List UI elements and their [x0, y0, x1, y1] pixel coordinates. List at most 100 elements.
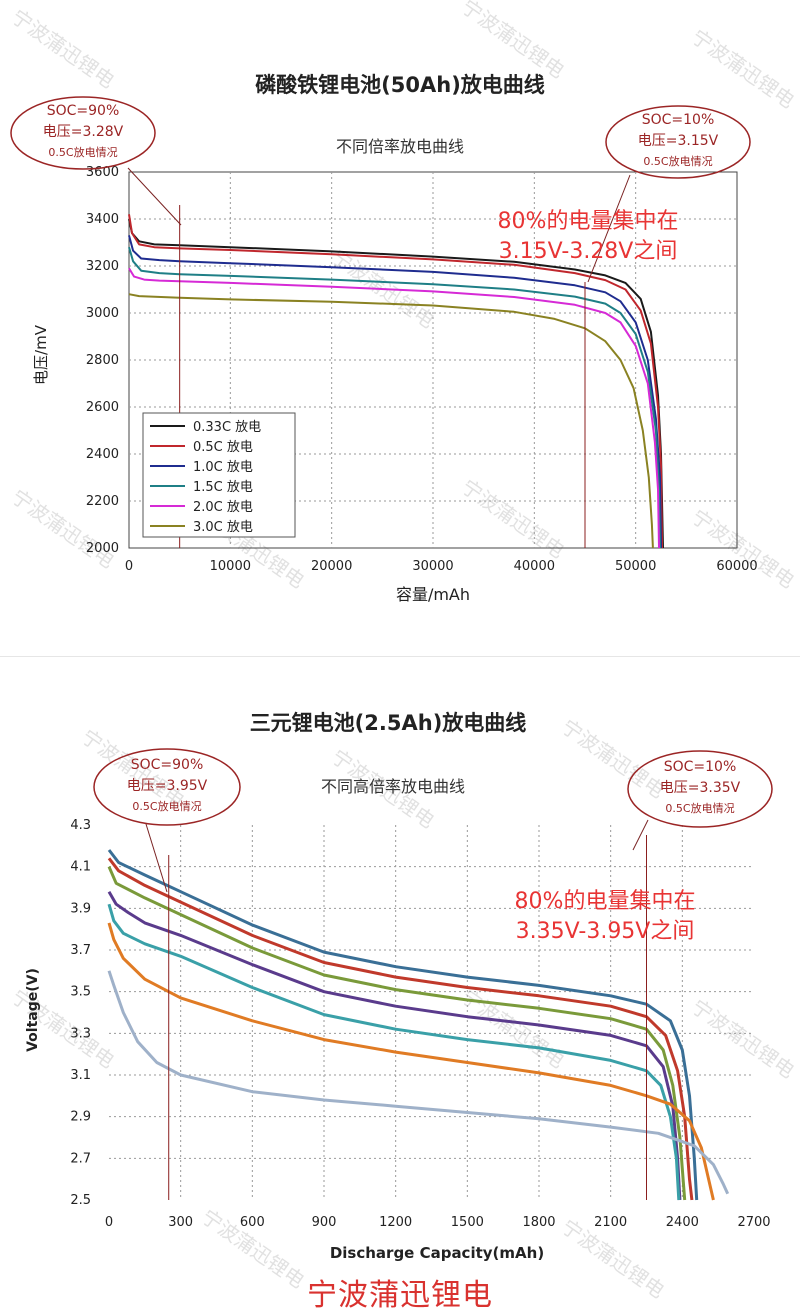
series-line — [107, 970, 730, 1195]
y-tick-label: 2200 — [86, 494, 119, 509]
legend-box — [142, 412, 296, 538]
y-tick-label: 3.9 — [70, 901, 91, 916]
series-line — [128, 218, 664, 549]
legend-label: 1.5C 放电 — [193, 480, 253, 495]
soc10-annotation: SOC=10% 电压=3.15V 0.5C放电情况 — [605, 105, 751, 179]
highlight-line: 3.35V-3.95V之间 — [516, 919, 695, 944]
x-tick-label: 2400 — [666, 1215, 699, 1230]
x-tick-label: 300 — [168, 1215, 193, 1230]
y-tick-label: 3.3 — [70, 1026, 91, 1041]
annotation-line: 电压=3.35V — [660, 780, 741, 796]
annotation-leader — [145, 823, 168, 893]
chart-subtitle: 不同高倍率放电曲线 — [321, 777, 465, 796]
series-group — [107, 849, 730, 1201]
y-tick-label: 4.1 — [70, 860, 91, 875]
x-axis-label: Discharge Capacity(mAh) — [330, 1244, 544, 1262]
x-tick-label: 10000 — [210, 559, 251, 574]
x-tick-label: 0 — [105, 1215, 113, 1230]
annotation-line: SOC=90% — [47, 103, 120, 119]
annotation-line: 0.5C放电情况 — [132, 799, 201, 813]
annotation-circle — [93, 748, 241, 826]
x-tick-label: 2100 — [594, 1215, 627, 1230]
lfp-discharge-chart: 磷酸铁锂电池(50Ah)放电曲线 不同倍率放电曲线 0 10000 20000 300… — [10, 73, 758, 604]
y-tick-label: 2000 — [86, 541, 119, 556]
x-tick-labels: 0 10000 20000 30000 40000 50000 60000 — [125, 559, 758, 574]
highlight-line: 80%的电量集中在 — [498, 209, 679, 234]
x-tick-labels: 0 300 600 900 1200 1500 1800 2100 2400 2700 — [105, 1215, 771, 1230]
legend: 0.33C 放电 0.5C 放电 1.0C 放电 1.5C 放电 2.0C 放电 3.0C… — [142, 412, 296, 538]
series-line — [107, 866, 687, 1201]
x-tick-label: 1800 — [522, 1215, 555, 1230]
x-tick-label: 50000 — [615, 559, 656, 574]
annotation-line: 电压=3.95V — [127, 778, 208, 794]
series-line — [107, 890, 682, 1201]
y-tick-label: 3400 — [86, 212, 119, 227]
annotation-leader — [587, 174, 631, 283]
y-axis-label: Voltage(V) — [25, 968, 41, 1052]
y-tick-label: 2600 — [86, 400, 119, 415]
legend-label: 0.5C 放电 — [193, 440, 253, 455]
x-tick-label: 900 — [312, 1215, 337, 1230]
highlight-line: 80%的电量集中在 — [515, 889, 696, 914]
highlight-text: 80%的电量集中在 3.15V-3.28V之间 — [498, 209, 679, 264]
marker-lines — [168, 835, 647, 1200]
x-tick-label: 30000 — [412, 559, 453, 574]
chart-title: 磷酸铁锂电池(50Ah)放电曲线 — [255, 73, 545, 97]
y-tick-label: 2.7 — [70, 1151, 91, 1166]
series-line — [128, 246, 661, 549]
annotation-line: SOC=90% — [131, 757, 204, 773]
chart-title: 三元锂电池(2.5Ah)放电曲线 — [250, 711, 527, 735]
y-tick-label: 3200 — [86, 259, 119, 274]
x-tick-label: 20000 — [311, 559, 352, 574]
series-group — [128, 214, 664, 549]
legend-label: 2.0C 放电 — [193, 500, 253, 515]
y-tick-label: 2.5 — [70, 1193, 91, 1208]
chart-subtitle: 不同倍率放电曲线 — [336, 137, 464, 156]
x-tick-label: 2700 — [737, 1215, 770, 1230]
y-tick-label: 2800 — [86, 353, 119, 368]
x-axis-label: 容量/mAh — [396, 585, 470, 604]
series-line — [107, 857, 694, 1201]
annotation-line: 0.5C放电情况 — [48, 145, 117, 159]
x-tick-label: 40000 — [514, 559, 555, 574]
annotation-line: SOC=10% — [642, 112, 715, 128]
annotation-line: 0.5C放电情况 — [665, 801, 734, 815]
y-tick-labels: 2.5 2.7 2.9 3.1 3.3 3.5 3.7 3.9 4.1 4.3 — [70, 818, 91, 1208]
annotation-line: 电压=3.28V — [43, 124, 124, 140]
y-tick-label: 2.9 — [70, 1110, 91, 1125]
series-line — [107, 849, 699, 1201]
annotation-leader — [632, 819, 649, 851]
brand-footer: 宁波蒲迅锂电 — [307, 1278, 493, 1313]
y-tick-label: 3.7 — [70, 943, 91, 958]
annotation-line: 电压=3.15V — [638, 133, 719, 149]
highlight-line: 3.15V-3.28V之间 — [499, 239, 678, 264]
x-tick-label: 600 — [240, 1215, 265, 1230]
soc90-annotation: SOC=90% 电压=3.28V 0.5C放电情况 — [10, 96, 156, 170]
x-tick-label: 1200 — [379, 1215, 412, 1230]
y-tick-label: 4.3 — [70, 818, 91, 833]
annotation-circle — [605, 105, 751, 179]
x-tick-label: 0 — [125, 559, 133, 574]
soc10-annotation: SOC=10% 电压=3.35V 0.5C放电情况 — [627, 750, 773, 828]
legend-label: 1.0C 放电 — [193, 460, 253, 475]
legend-label: 3.0C 放电 — [193, 520, 253, 535]
soc90-annotation: SOC=90% 电压=3.95V 0.5C放电情况 — [93, 748, 241, 826]
y-tick-label: 3000 — [86, 306, 119, 321]
ncm-discharge-chart: 三元锂电池(2.5Ah)放电曲线 不同高倍率放电曲线 0 300 600 900 120… — [25, 711, 773, 1262]
y-axis-label: 电压/mV — [32, 324, 50, 385]
series-line — [128, 235, 662, 549]
annotation-line: SOC=10% — [664, 759, 737, 775]
series-line — [128, 267, 660, 549]
y-tick-label: 3.1 — [70, 1068, 91, 1083]
annotation-line: 0.5C放电情况 — [643, 154, 712, 168]
section-divider — [0, 656, 800, 657]
highlight-text: 80%的电量集中在 3.35V-3.95V之间 — [515, 889, 696, 944]
annotation-circle — [10, 96, 156, 170]
legend-label: 0.33C 放电 — [193, 420, 261, 435]
annotation-circle — [627, 750, 773, 828]
y-tick-label: 2400 — [86, 447, 119, 462]
x-tick-label: 60000 — [716, 559, 757, 574]
x-tick-label: 1500 — [451, 1215, 484, 1230]
series-line — [107, 922, 715, 1201]
